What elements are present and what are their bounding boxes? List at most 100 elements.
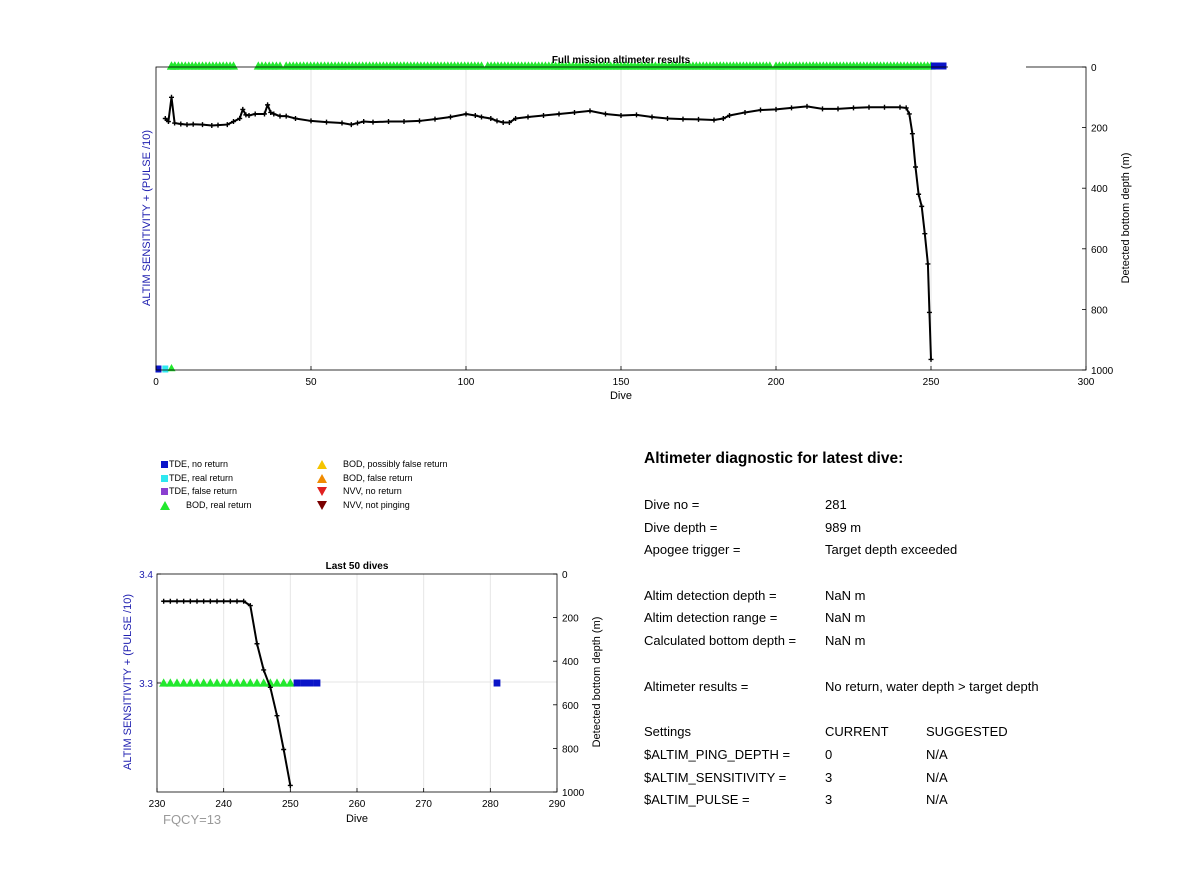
depth-point xyxy=(172,120,178,126)
depth-point xyxy=(201,598,207,604)
tde-no-return-marker xyxy=(293,679,301,687)
depth-point xyxy=(361,119,367,125)
depth-point xyxy=(161,598,167,604)
diag-label: Apogee trigger = xyxy=(644,542,741,557)
right-y-tick-label: 800 xyxy=(562,744,579,755)
depth-point xyxy=(370,119,376,125)
altimeter-diagnostic-panel: Altimeter diagnostic for latest dive: Di… xyxy=(644,448,1164,828)
full-mission-right-y-axis-label: Detected bottom depth (m) xyxy=(1120,153,1132,284)
depth-point xyxy=(268,109,274,115)
full-mission-right-y-ticks: 0 200 400 600 800 1000 xyxy=(1082,63,1114,377)
x-tick-label: 260 xyxy=(349,799,366,810)
legend-triangle-up-marker xyxy=(317,473,327,483)
x-tick-label: 270 xyxy=(415,799,432,810)
diag-value: NaN m xyxy=(825,633,866,648)
diag-value: NaN m xyxy=(825,588,866,603)
x-tick-label: 250 xyxy=(923,377,940,388)
depth-point xyxy=(165,119,171,125)
depth-point xyxy=(572,109,577,115)
x-tick-label: 230 xyxy=(149,799,166,810)
depth-point xyxy=(649,114,655,120)
legend-item: TDE, no return xyxy=(160,458,228,470)
last-50-left-y-axis-label: ALTIM SENSITIVITY + (PULSE /10) xyxy=(122,594,134,770)
depth-point xyxy=(401,119,407,125)
bod-real-return-marker xyxy=(179,678,189,687)
depth-point xyxy=(234,598,240,604)
diag-row-dive-depth: Dive depth = 989 m xyxy=(644,520,1164,538)
depth-point xyxy=(324,119,329,125)
depth-point xyxy=(680,116,686,122)
diag-label: Calculated bottom depth = xyxy=(644,633,797,648)
depth-point xyxy=(287,782,293,788)
bod-real-return-marker xyxy=(205,678,215,687)
tde-no-return-marker xyxy=(306,679,314,687)
bod-real-return-marker xyxy=(765,61,775,70)
tde-no-return-marker xyxy=(155,365,162,373)
last-50-x-ticks: 230 240 250 260 270 280 290 xyxy=(149,788,566,810)
diag-label: $ALTIM_PING_DEPTH = xyxy=(644,747,791,762)
depth-point xyxy=(247,603,253,609)
depth-point xyxy=(720,116,726,122)
depth-point xyxy=(906,111,912,117)
diag-label: $ALTIM_SENSITIVITY = xyxy=(644,770,787,785)
depth-point xyxy=(500,119,506,125)
depth-point xyxy=(665,116,670,122)
diag-row-apogee-trigger: Apogee trigger = Target depth exceeded xyxy=(644,542,1164,560)
bod-real-return-marker xyxy=(272,678,282,687)
left-y-tick-label: 3.4 xyxy=(139,570,153,581)
diag-row-altim-detection-depth: Altim detection depth = NaN m xyxy=(644,588,1164,606)
legend-label: NVV, not pinging xyxy=(343,499,410,510)
legend-item: TDE, false return xyxy=(160,485,237,497)
bod-real-return-marker xyxy=(279,678,289,687)
depth-point xyxy=(432,116,438,122)
depth-point xyxy=(835,106,841,112)
bod-real-return-marker xyxy=(172,678,182,687)
depth-point xyxy=(488,116,494,122)
diag-value-suggested: N/A xyxy=(926,770,948,785)
depth-point xyxy=(820,106,825,112)
x-tick-label: 100 xyxy=(458,377,475,388)
legend-square-marker xyxy=(161,488,168,496)
depth-point xyxy=(804,103,810,109)
full-mission-left-y-axis-label: ALTIM SENSITIVITY + (PULSE /10) xyxy=(141,130,153,306)
depth-point xyxy=(417,118,422,124)
diag-label: Altimeter results = xyxy=(644,679,749,694)
marker-legend: TDE, no return TDE, real return TDE, false… xyxy=(160,458,490,522)
legend-label: BOD, false return xyxy=(343,472,413,483)
depth-point xyxy=(181,598,187,604)
right-y-tick-label: 1000 xyxy=(562,788,585,799)
depth-point xyxy=(169,94,174,100)
y-tick-label: 600 xyxy=(1091,245,1108,256)
depth-point xyxy=(227,598,233,604)
x-tick-label: 300 xyxy=(1078,377,1095,388)
diag-label: Altim detection range = xyxy=(644,610,778,625)
depth-point xyxy=(506,119,512,125)
legend-triangle-down-marker xyxy=(317,500,327,510)
bod-real-return-marker xyxy=(219,678,229,687)
y-tick-label: 1000 xyxy=(1091,366,1114,377)
depth-point xyxy=(928,356,934,362)
depth-point xyxy=(274,713,280,719)
depth-point xyxy=(587,108,593,114)
depth-point xyxy=(207,598,213,604)
depth-point xyxy=(618,112,624,118)
depth-point xyxy=(281,746,287,752)
bod-real-return-marker xyxy=(228,61,239,70)
legend-item: BOD, real return xyxy=(160,499,252,511)
last-50-x-axis-label: Dive xyxy=(346,813,368,825)
bod-real-return-marker xyxy=(167,364,176,372)
tde-real-return-marker xyxy=(162,365,169,373)
legend-label: NVV, no return xyxy=(343,486,402,496)
bod-real-return-marker xyxy=(265,678,275,687)
bod-real-return-marker xyxy=(245,678,255,687)
bod-real-return-marker xyxy=(212,678,222,687)
depth-point xyxy=(851,105,856,111)
depth-point xyxy=(463,111,469,117)
depth-point xyxy=(231,119,236,125)
legend-triangle-down-marker xyxy=(317,487,327,497)
x-tick-label: 250 xyxy=(282,799,299,810)
depth-point xyxy=(479,114,484,120)
bod-real-return-marker xyxy=(225,678,235,687)
depth-point xyxy=(215,122,221,128)
